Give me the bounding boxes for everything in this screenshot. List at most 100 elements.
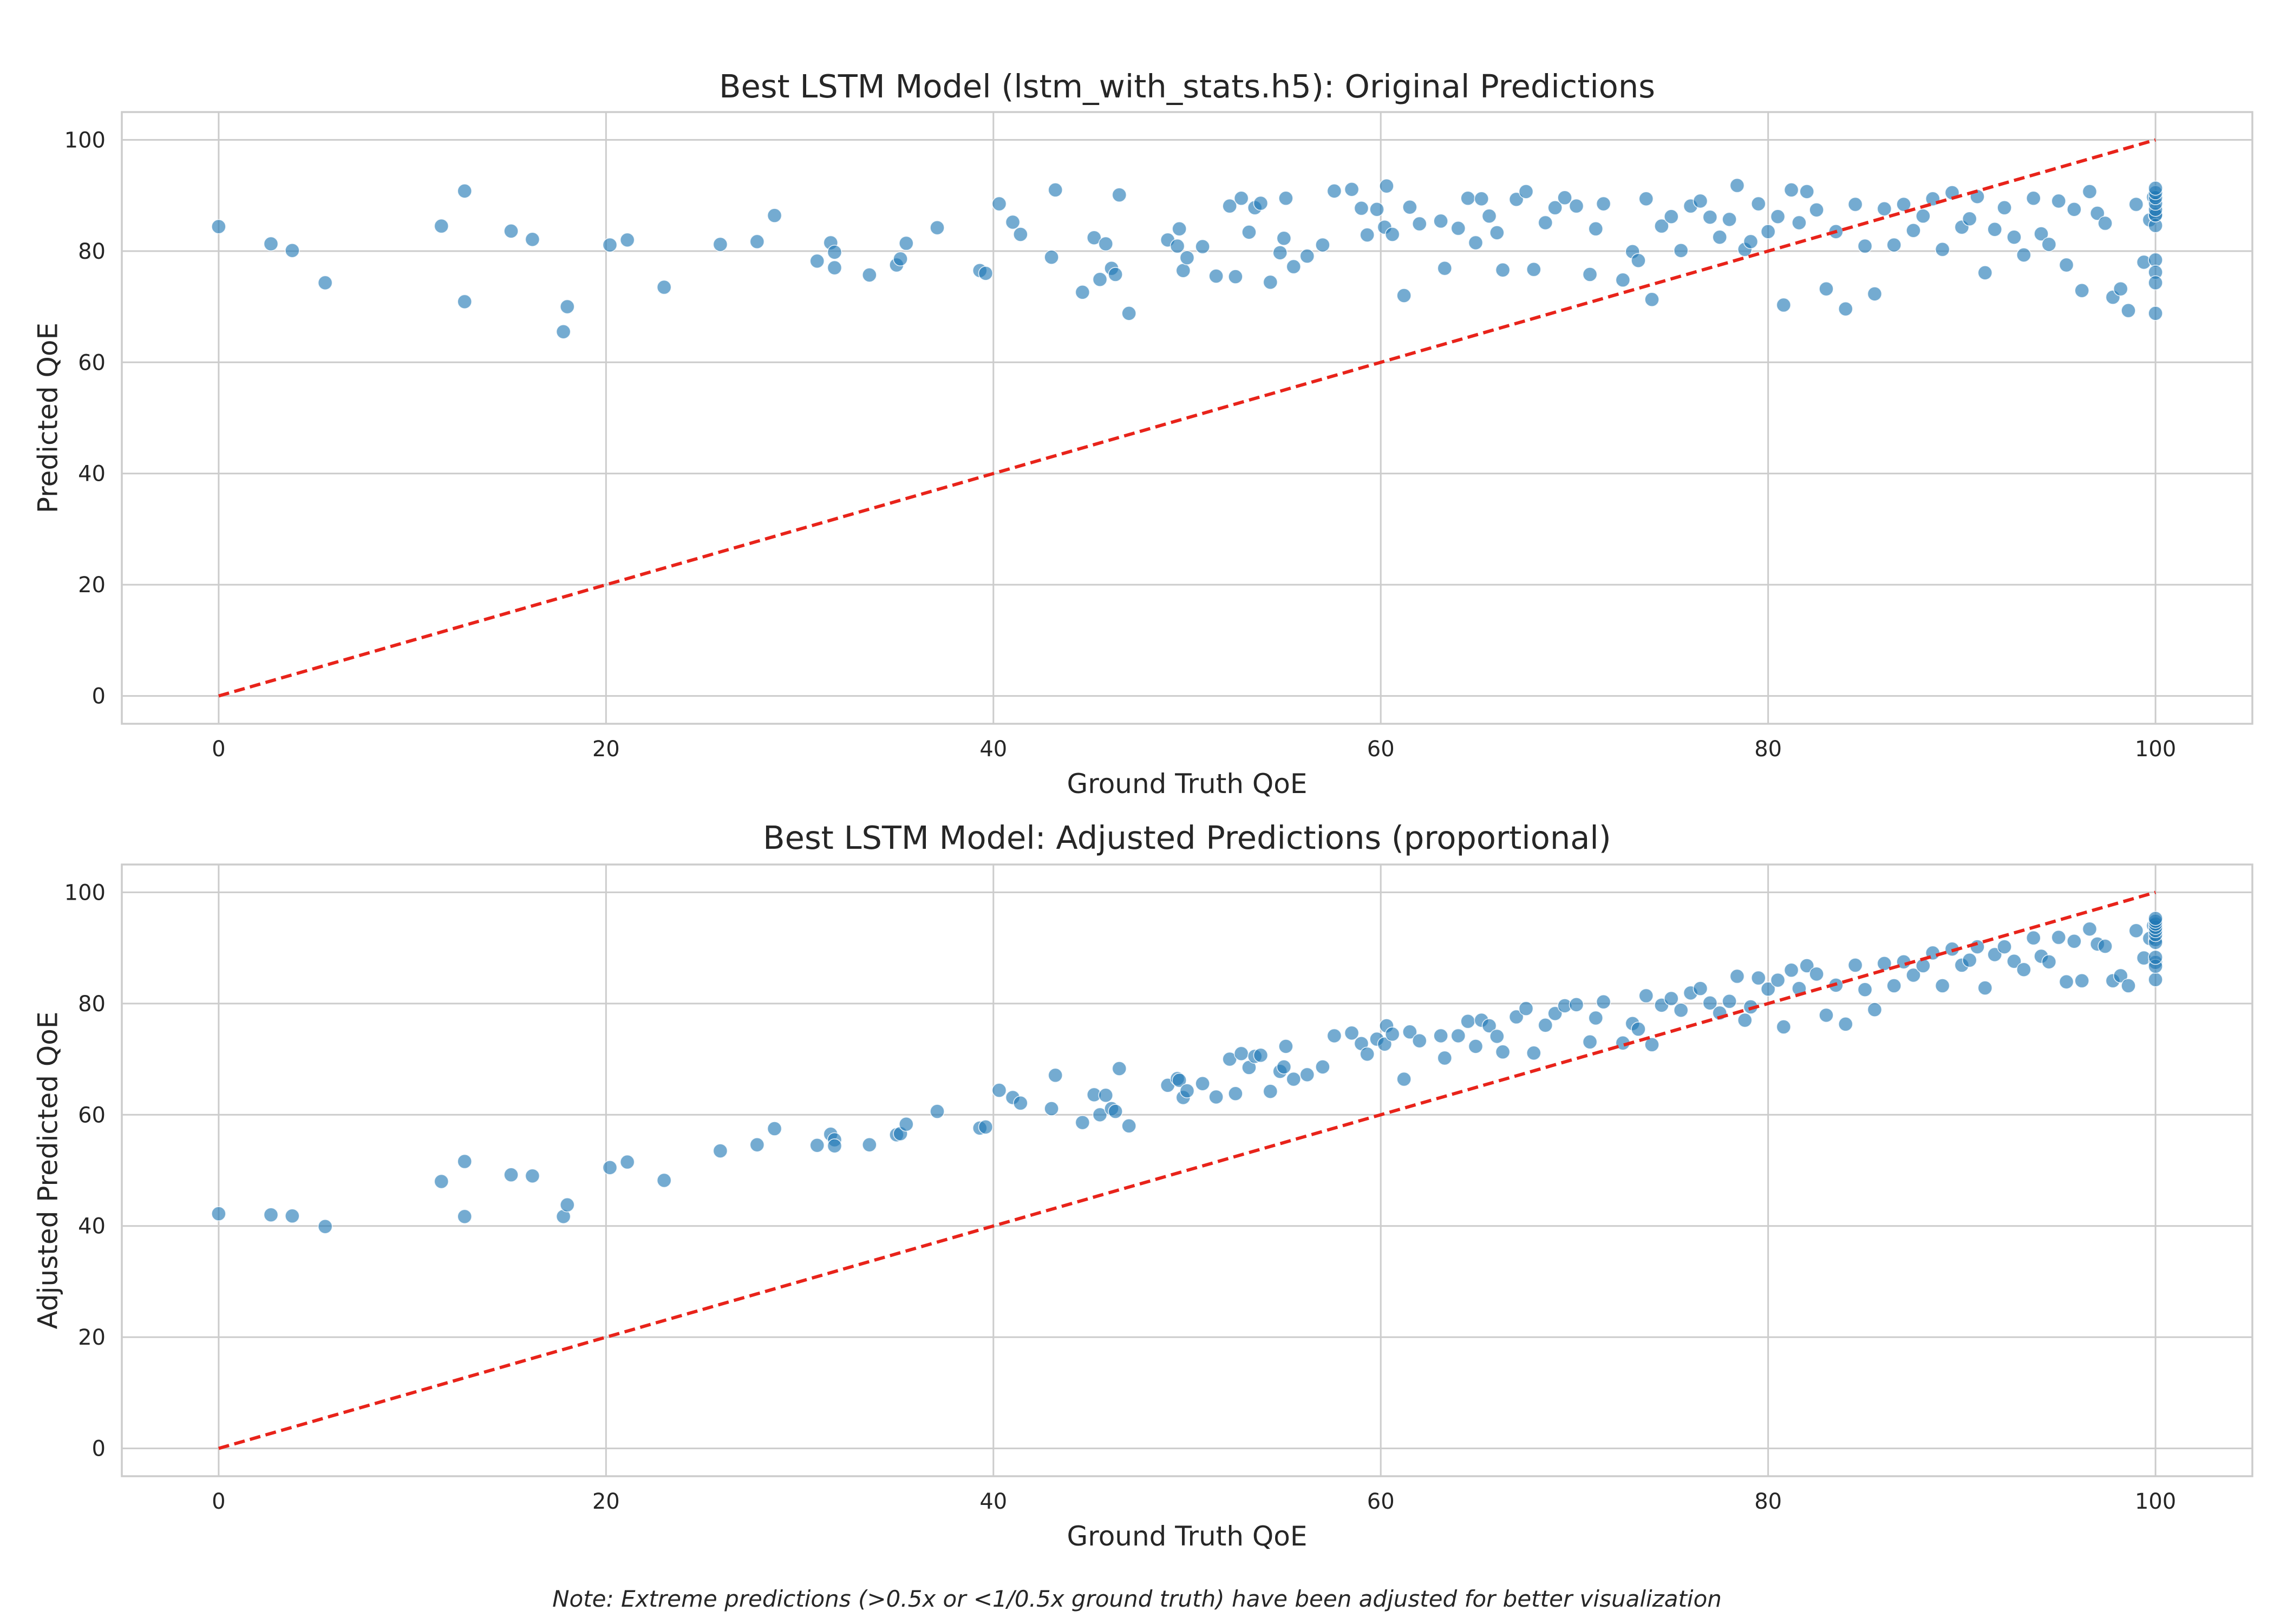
data-point: [263, 236, 279, 252]
data-point: [1286, 259, 1302, 274]
data-point: [1175, 263, 1191, 278]
data-point: [1867, 1002, 1883, 1017]
data-point: [2067, 933, 2082, 949]
data-point: [2113, 968, 2128, 984]
data-point: [1286, 1071, 1302, 1087]
data-point: [1987, 221, 2003, 237]
data-point: [1013, 227, 1028, 242]
data-point: [713, 237, 728, 252]
data-point: [2034, 226, 2049, 241]
data-point: [1977, 980, 1993, 996]
data-point: [1538, 1018, 1553, 1033]
data-point: [1792, 215, 1807, 231]
data-point: [1075, 285, 1090, 300]
data-point: [1631, 1021, 1646, 1037]
y-tick-label: 40: [78, 462, 106, 487]
data-point: [2051, 193, 2067, 209]
x-tick-label: 80: [1754, 1489, 1782, 1514]
data-point: [1327, 184, 1342, 199]
data-point: [1272, 245, 1288, 260]
x-axis-label: Ground Truth QoE: [1067, 768, 1308, 800]
data-point: [1005, 214, 1021, 230]
data-point: [1253, 195, 1269, 211]
data-point: [2067, 201, 2082, 217]
data-point: [1402, 1024, 1417, 1040]
y-tick-label: 80: [78, 992, 106, 1017]
data-point: [2082, 921, 2097, 937]
data-point: [1315, 1059, 1330, 1075]
data-point: [1962, 952, 1977, 968]
data-point: [1638, 191, 1654, 207]
y-tick-label: 100: [64, 128, 106, 153]
data-point: [1396, 1071, 1412, 1087]
data-point: [2041, 237, 2057, 252]
data-point: [1086, 230, 1102, 245]
data-point: [1360, 227, 1375, 243]
data-point: [1228, 269, 1243, 284]
data-point: [1588, 1010, 1604, 1026]
data-point: [525, 232, 540, 247]
y-tick-label: 0: [92, 1437, 106, 1462]
data-point: [1886, 237, 1902, 253]
data-point: [1208, 1089, 1224, 1105]
data-point: [1702, 995, 1718, 1011]
data-point: [713, 1143, 728, 1158]
data-point: [2041, 954, 2057, 970]
data-point: [2121, 978, 2136, 993]
data-point: [2016, 962, 2031, 977]
data-point: [893, 251, 908, 267]
data-point: [2082, 184, 2097, 199]
data-point: [1044, 1101, 1059, 1116]
data-point: [930, 1104, 945, 1119]
data-point: [1729, 178, 1745, 193]
data-point: [1402, 199, 1417, 215]
data-point: [1935, 241, 1950, 257]
data-point: [1172, 1072, 1187, 1088]
data-point: [1233, 1046, 1249, 1062]
data-point: [2148, 949, 2163, 965]
data-point: [2059, 257, 2074, 273]
data-point: [1644, 1037, 1659, 1052]
data-point: [1108, 1104, 1123, 1119]
data-point: [1263, 1084, 1278, 1099]
data-point: [1433, 213, 1448, 229]
data-point: [1588, 221, 1604, 237]
data-point: [457, 294, 472, 310]
data-point: [317, 1219, 333, 1234]
x-tick-label: 100: [2135, 737, 2176, 762]
data-point: [1838, 301, 1853, 317]
data-point: [2051, 929, 2067, 945]
data-point: [1799, 184, 1815, 199]
data-point: [1299, 1067, 1315, 1083]
data-point: [2074, 973, 2089, 988]
data-point: [991, 196, 1007, 212]
data-point: [1460, 1013, 1476, 1029]
data-point: [211, 219, 226, 234]
data-point: [2007, 230, 2022, 245]
data-point: [930, 220, 945, 235]
reference-line-y-equals-x: [218, 138, 2156, 698]
data-point: [1916, 208, 1931, 224]
data-point: [1384, 1026, 1400, 1042]
data-point: [827, 1138, 842, 1154]
data-point: [1569, 198, 1584, 214]
data-point: [1702, 209, 1718, 225]
data-point: [2121, 303, 2136, 318]
data-point: [1886, 978, 1902, 993]
data-point: [1722, 212, 1737, 227]
data-point: [2016, 247, 2031, 263]
data-point: [1169, 238, 1185, 254]
x-tick-label: 100: [2135, 1489, 2176, 1514]
data-point: [1518, 1001, 1534, 1016]
data-point: [2148, 911, 2163, 926]
data-point: [1195, 1076, 1210, 1091]
data-point: [1315, 237, 1330, 253]
data-point: [1569, 997, 1584, 1012]
data-point: [2097, 939, 2113, 954]
data-point: [1596, 994, 1611, 1010]
data-point: [1557, 190, 1572, 206]
data-point: [898, 1116, 914, 1132]
data-point: [1547, 1006, 1563, 1021]
data-point: [767, 208, 782, 223]
y-tick-label: 40: [78, 1214, 106, 1239]
